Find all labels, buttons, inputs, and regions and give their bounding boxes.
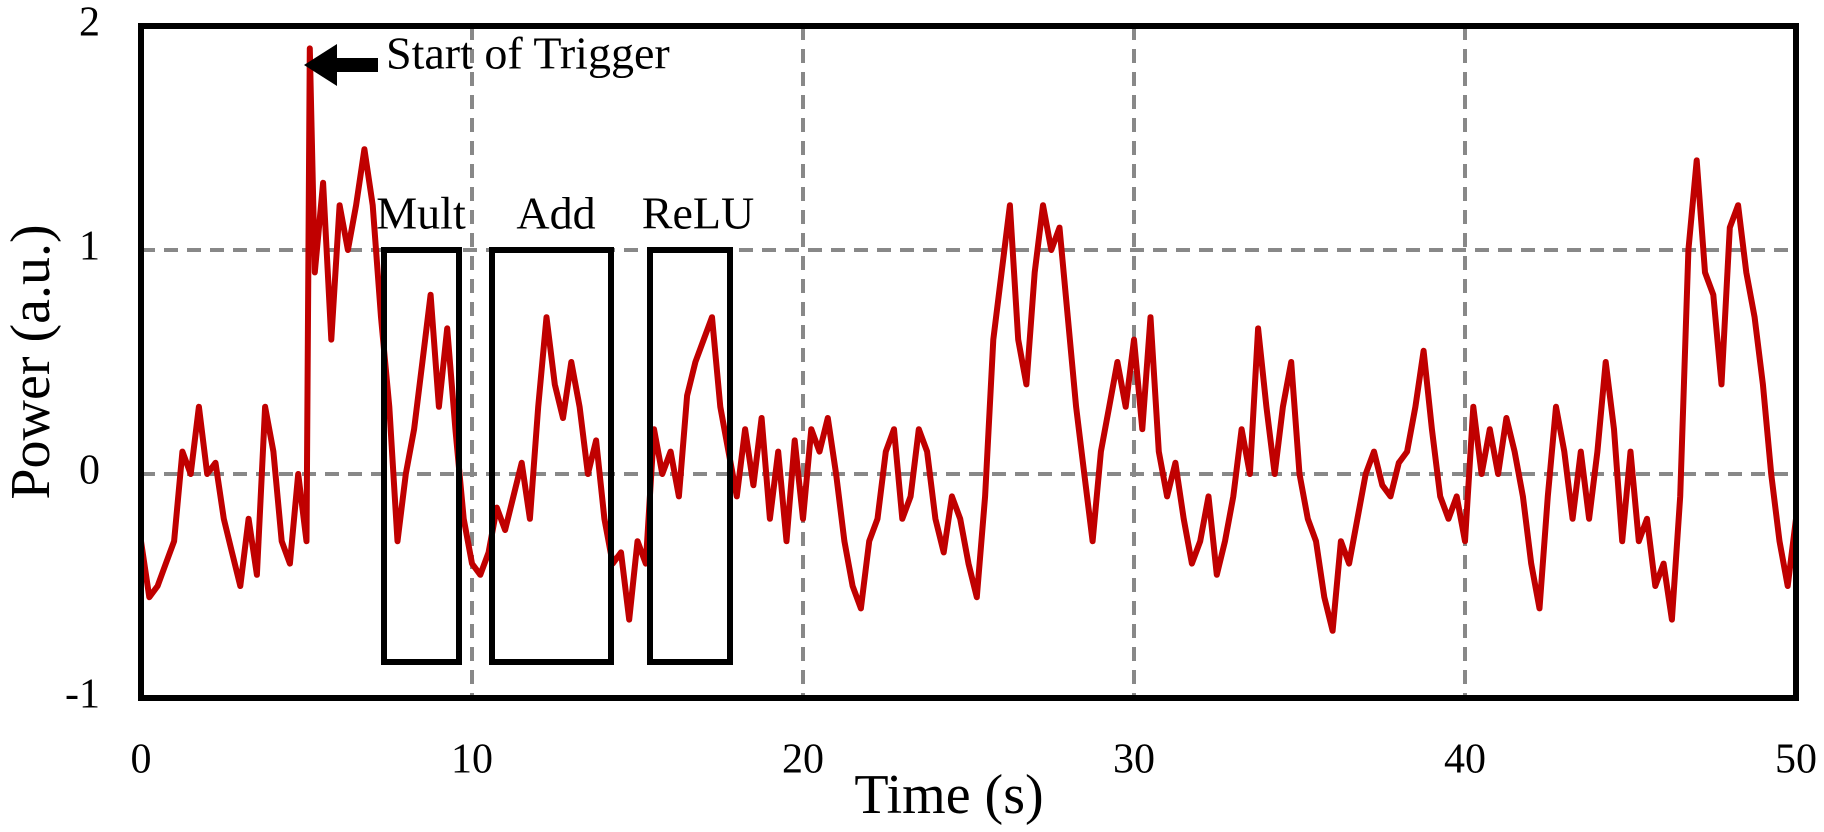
x-tick-label: 20 — [782, 737, 824, 783]
arrow-head — [304, 44, 337, 86]
y-axis-title: Power (a.u.) — [0, 224, 62, 499]
x-tick-label: 0 — [131, 737, 152, 783]
y-tick-label: -1 — [65, 672, 100, 718]
relu-label: ReLU — [642, 188, 754, 239]
x-tick-label: 10 — [451, 737, 493, 783]
plot-frame — [138, 23, 1799, 701]
y-tick-label: 0 — [79, 448, 100, 494]
add-box — [489, 247, 614, 665]
mult-box — [381, 247, 462, 665]
y-tick-label: 2 — [79, 0, 100, 46]
mult-label: Mult — [376, 188, 466, 239]
x-tick-label: 30 — [1113, 737, 1155, 783]
x-tick-label: 40 — [1444, 737, 1486, 783]
trigger-arrow — [304, 44, 378, 86]
y-tick-label: 1 — [79, 224, 100, 270]
trigger-label: Start of Trigger — [386, 28, 670, 79]
arrow-shaft — [335, 58, 378, 72]
plot-area — [138, 45, 1799, 634]
relu-box — [647, 247, 733, 665]
grid — [141, 26, 1796, 698]
x-axis-title: Time (s) — [854, 764, 1043, 826]
x-tick-label: 50 — [1775, 737, 1817, 783]
data-line — [138, 45, 1799, 634]
add-label: Add — [516, 188, 595, 239]
